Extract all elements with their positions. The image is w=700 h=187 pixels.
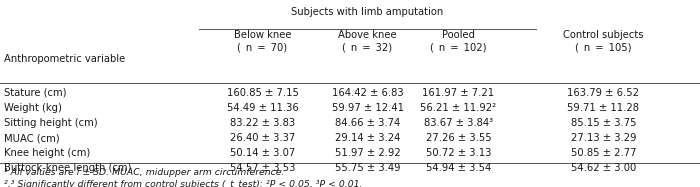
- Text: 164.42 ± 6.83: 164.42 ± 6.83: [332, 88, 403, 98]
- Text: Above knee
( n = 32): Above knee ( n = 32): [338, 30, 397, 52]
- Text: 26.40 ± 3.37: 26.40 ± 3.37: [230, 133, 295, 143]
- Text: Weight (kg): Weight (kg): [4, 103, 62, 113]
- Text: 59.71 ± 11.28: 59.71 ± 11.28: [568, 103, 639, 113]
- Text: 84.66 ± 3.74: 84.66 ± 3.74: [335, 118, 400, 128]
- Text: 27.26 ± 3.55: 27.26 ± 3.55: [426, 133, 491, 143]
- Text: 56.21 ± 11.92²: 56.21 ± 11.92²: [421, 103, 496, 113]
- Text: 27.13 ± 3.29: 27.13 ± 3.29: [570, 133, 636, 143]
- Text: Below knee
( n = 70): Below knee ( n = 70): [234, 30, 291, 52]
- Text: Buttock-knee length (cm): Buttock-knee length (cm): [4, 163, 131, 173]
- Text: 54.57 ± 3.53: 54.57 ± 3.53: [230, 163, 295, 173]
- Text: Pooled
( n = 102): Pooled ( n = 102): [430, 30, 486, 52]
- Text: Subjects with limb amputation: Subjects with limb amputation: [291, 7, 444, 16]
- Text: 85.15 ± 3.75: 85.15 ± 3.75: [570, 118, 636, 128]
- Text: Stature (cm): Stature (cm): [4, 88, 66, 98]
- Text: MUAC (cm): MUAC (cm): [4, 133, 59, 143]
- Text: Anthropometric variable: Anthropometric variable: [4, 54, 125, 64]
- Text: 59.97 ± 12.41: 59.97 ± 12.41: [332, 103, 403, 113]
- Text: 160.85 ± 7.15: 160.85 ± 7.15: [227, 88, 298, 98]
- Text: 54.62 ± 3.00: 54.62 ± 3.00: [570, 163, 636, 173]
- Text: 83.22 ± 3.83: 83.22 ± 3.83: [230, 118, 295, 128]
- Text: ¹ All values are ī ± SD. MUAC, midupper arm circumference.: ¹ All values are ī ± SD. MUAC, midupper …: [4, 168, 284, 177]
- Text: 54.94 ± 3.54: 54.94 ± 3.54: [426, 163, 491, 173]
- Text: Sitting height (cm): Sitting height (cm): [4, 118, 97, 128]
- Text: 50.85 ± 2.77: 50.85 ± 2.77: [570, 148, 636, 158]
- Text: 54.49 ± 11.36: 54.49 ± 11.36: [227, 103, 298, 113]
- Text: Knee height (cm): Knee height (cm): [4, 148, 90, 158]
- Text: 161.97 ± 7.21: 161.97 ± 7.21: [422, 88, 495, 98]
- Text: 50.72 ± 3.13: 50.72 ± 3.13: [426, 148, 491, 158]
- Text: 55.75 ± 3.49: 55.75 ± 3.49: [335, 163, 400, 173]
- Text: Control subjects
( n = 105): Control subjects ( n = 105): [563, 30, 644, 52]
- Text: ²,³ Significantly different from control subjects ( t test): ²P < 0.05, ³P < 0.0: ²,³ Significantly different from control…: [4, 180, 362, 187]
- Text: 29.14 ± 3.24: 29.14 ± 3.24: [335, 133, 400, 143]
- Text: 83.67 ± 3.84³: 83.67 ± 3.84³: [424, 118, 493, 128]
- Text: 163.79 ± 6.52: 163.79 ± 6.52: [568, 88, 639, 98]
- Text: 51.97 ± 2.92: 51.97 ± 2.92: [335, 148, 400, 158]
- Text: 50.14 ± 3.07: 50.14 ± 3.07: [230, 148, 295, 158]
